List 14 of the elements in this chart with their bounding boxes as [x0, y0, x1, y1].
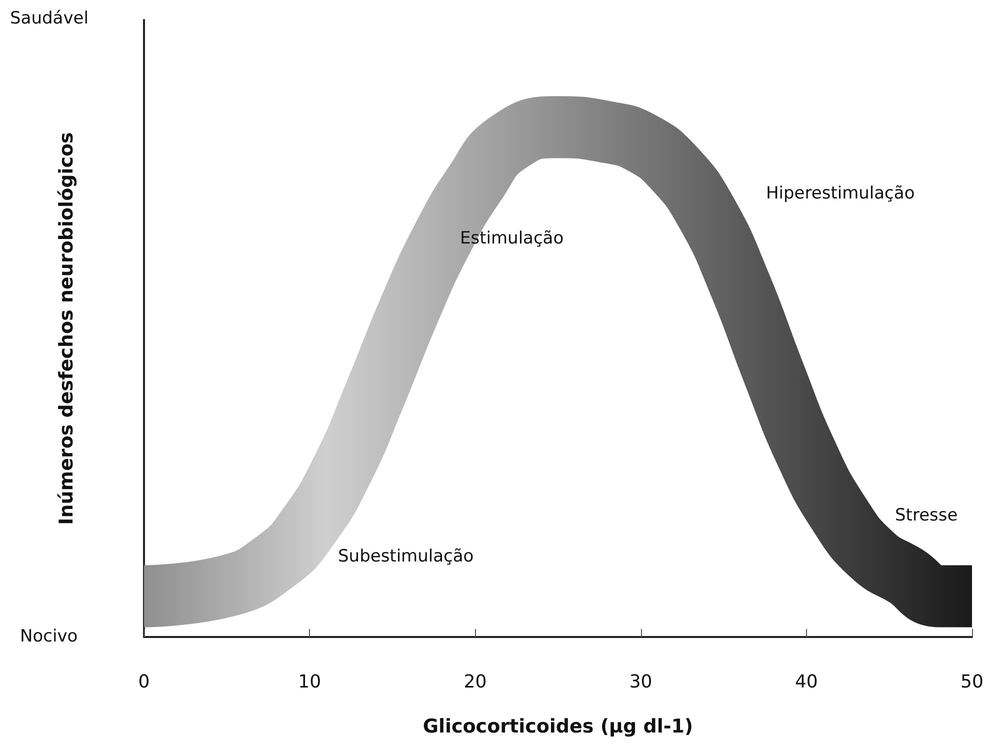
y-axis-title: Inúmeros desfechos neurobiológicos	[56, 132, 78, 525]
x-tick-label: 20	[464, 672, 487, 692]
x-tick-label: 40	[794, 672, 818, 692]
x-tick-label: 0	[138, 672, 150, 692]
annotation: Hiperestimulação	[766, 184, 915, 204]
x-tick-label: 10	[298, 672, 322, 692]
text: Nocivo	[20, 626, 78, 646]
annotation: Estimulação	[460, 228, 564, 248]
x-tick-label: 30	[629, 672, 652, 692]
annotation: Stresse	[895, 506, 958, 526]
x-tick-label: 50	[960, 672, 984, 692]
text: Saudável	[10, 8, 88, 28]
x-axis-title: Glicocorticoides (μg dl-1)	[422, 716, 694, 738]
annotation: Subestimulação	[338, 546, 474, 566]
